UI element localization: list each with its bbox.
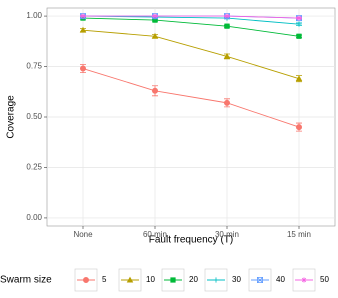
x-tick-label: 15 min bbox=[287, 230, 311, 239]
legend-title: Swarm size bbox=[0, 275, 52, 286]
marker bbox=[223, 53, 231, 59]
legend-marker bbox=[257, 277, 263, 283]
legend-label: 10 bbox=[146, 275, 155, 284]
marker bbox=[296, 21, 302, 27]
marker bbox=[296, 15, 302, 21]
series-line bbox=[82, 29, 300, 80]
legend-marker bbox=[170, 277, 176, 283]
series-line bbox=[83, 15, 300, 19]
marker bbox=[224, 23, 230, 29]
y-axis-title: Coverage bbox=[6, 95, 17, 139]
marker bbox=[80, 13, 86, 19]
marker bbox=[224, 13, 230, 19]
marker bbox=[295, 124, 302, 131]
legend-marker bbox=[301, 277, 307, 283]
legend-label: 30 bbox=[232, 275, 241, 284]
legend-label: 20 bbox=[189, 275, 198, 284]
x-tick-label: 60 min bbox=[143, 230, 167, 239]
marker bbox=[152, 13, 158, 19]
marker bbox=[296, 33, 302, 39]
y-tick-label: 0.25 bbox=[26, 163, 42, 172]
y-tick-label: 1.00 bbox=[26, 11, 42, 20]
x-tick-label: 30 min bbox=[215, 230, 239, 239]
marker bbox=[223, 99, 230, 106]
marker bbox=[79, 26, 87, 33]
legend-marker bbox=[126, 276, 134, 283]
legend-label: 50 bbox=[320, 275, 329, 284]
legend-marker bbox=[213, 277, 219, 283]
marker bbox=[151, 32, 159, 39]
y-tick-label: 0.75 bbox=[26, 62, 42, 71]
x-tick-label: None bbox=[73, 230, 93, 239]
y-tick-label: 0.00 bbox=[26, 213, 42, 222]
legend-marker bbox=[83, 276, 90, 283]
series-line bbox=[82, 17, 300, 37]
y-tick-label: 0.50 bbox=[26, 112, 42, 121]
legend-label: 40 bbox=[276, 275, 285, 284]
marker bbox=[295, 75, 303, 82]
legend-label: 5 bbox=[102, 275, 107, 284]
x-axis-title: Fault frequency (T) bbox=[149, 235, 233, 246]
series-line bbox=[82, 15, 300, 25]
marker bbox=[151, 87, 158, 94]
marker bbox=[80, 65, 87, 72]
series-line bbox=[82, 68, 300, 128]
